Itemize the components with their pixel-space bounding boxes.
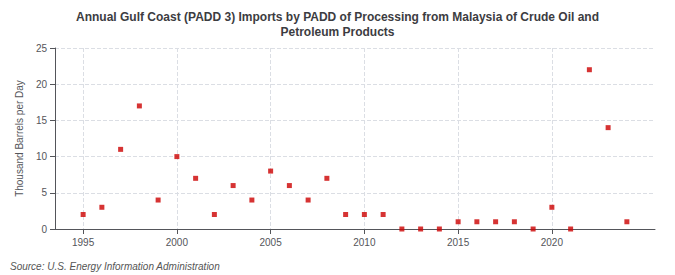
svg-text:2010: 2010 [353,237,376,248]
svg-text:2020: 2020 [541,237,564,248]
svg-text:20: 20 [36,79,48,90]
svg-text:Annual Gulf Coast (PADD 3) Imp: Annual Gulf Coast (PADD 3) Imports by PA… [76,10,599,24]
svg-text:Petroleum Products: Petroleum Products [280,25,394,39]
svg-text:2000: 2000 [166,237,189,248]
svg-text:2015: 2015 [447,237,470,248]
svg-text:0: 0 [41,224,47,235]
svg-text:10: 10 [36,151,48,162]
svg-text:1995: 1995 [72,237,95,248]
svg-text:Source: U.S. Energy Informatio: Source: U.S. Energy Information Administ… [10,261,220,272]
svg-text:15: 15 [36,115,48,126]
svg-text:25: 25 [36,43,48,54]
svg-text:5: 5 [41,187,47,198]
svg-text:2005: 2005 [260,237,283,248]
svg-text:Thousand Barrels per Day: Thousand Barrels per Day [14,80,25,197]
